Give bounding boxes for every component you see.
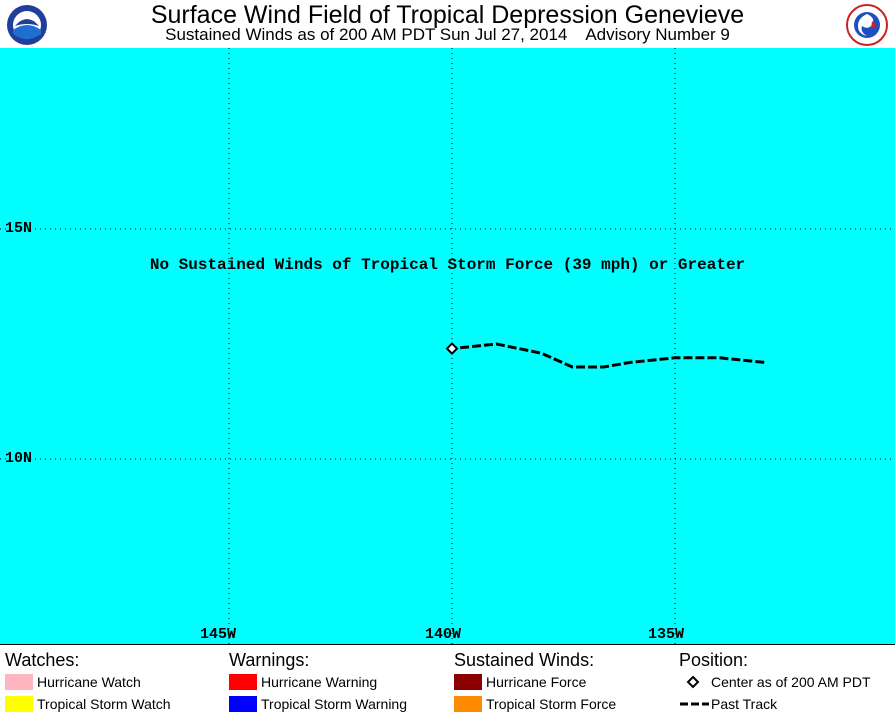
map-canvas <box>0 48 895 644</box>
legend-item-tropical-storm-warning: Tropical Storm Warning <box>229 693 407 715</box>
hurricane-warning-swatch <box>229 674 257 690</box>
lat-label-15n: 15N <box>5 220 33 237</box>
legend-warnings: Warnings: Hurricane Warning Tropical Sto… <box>229 649 407 715</box>
lat-label-10n: 10N <box>5 450 33 467</box>
lon-label-135w: 135W <box>648 626 685 643</box>
tropical-storm-force-swatch <box>454 696 482 712</box>
hurricane-force-swatch <box>454 674 482 690</box>
legend-item-hurricane-warning: Hurricane Warning <box>229 671 377 693</box>
lon-label-145w: 145W <box>200 626 237 643</box>
map-area: 15N 10N 145W 140W 135W No Sustained Wind… <box>0 48 895 644</box>
no-winds-notice: No Sustained Winds of Tropical Storm For… <box>149 256 746 274</box>
lon-label-140w: 140W <box>425 626 462 643</box>
legend-item-past-track: Past Track <box>679 693 777 715</box>
tropical-storm-watch-swatch <box>5 696 33 712</box>
legend-item-tropical-storm-force: Tropical Storm Force <box>454 693 616 715</box>
past-track-line-icon <box>680 702 709 706</box>
legend-position: Position: Center as of 200 AM PDT Past T… <box>679 649 871 715</box>
legend-item-hurricane-force: Hurricane Force <box>454 671 594 693</box>
noaa-logo <box>7 5 47 45</box>
nws-logo <box>846 4 888 46</box>
legend-warnings-heading: Warnings: <box>229 650 310 670</box>
storm-center-marker <box>445 342 459 356</box>
past-track-line <box>451 342 765 369</box>
map-subtitle: Sustained Winds as of 200 AM PDT Sun Jul… <box>165 25 730 44</box>
map-title: Surface Wind Field of Tropical Depressio… <box>150 1 745 29</box>
legend-winds-heading: Sustained Winds: <box>454 650 595 670</box>
legend-item-center: Center as of 200 AM PDT <box>679 671 871 693</box>
legend-watches-heading: Watches: <box>5 650 80 670</box>
legend: Watches: Hurricane Watch Tropical Storm … <box>0 644 895 717</box>
tropical-storm-warning-swatch <box>229 696 257 712</box>
legend-winds: Sustained Winds: Hurricane Force Tropica… <box>454 649 616 715</box>
hurricane-watch-swatch <box>5 674 33 690</box>
header: Surface Wind Field of Tropical Depressio… <box>0 0 895 48</box>
center-diamond-icon <box>686 675 700 689</box>
legend-item-hurricane-watch: Hurricane Watch <box>5 671 141 693</box>
legend-position-heading: Position: <box>679 650 749 670</box>
legend-item-tropical-storm-watch: Tropical Storm Watch <box>5 693 171 715</box>
legend-watches: Watches: Hurricane Watch Tropical Storm … <box>5 649 171 715</box>
